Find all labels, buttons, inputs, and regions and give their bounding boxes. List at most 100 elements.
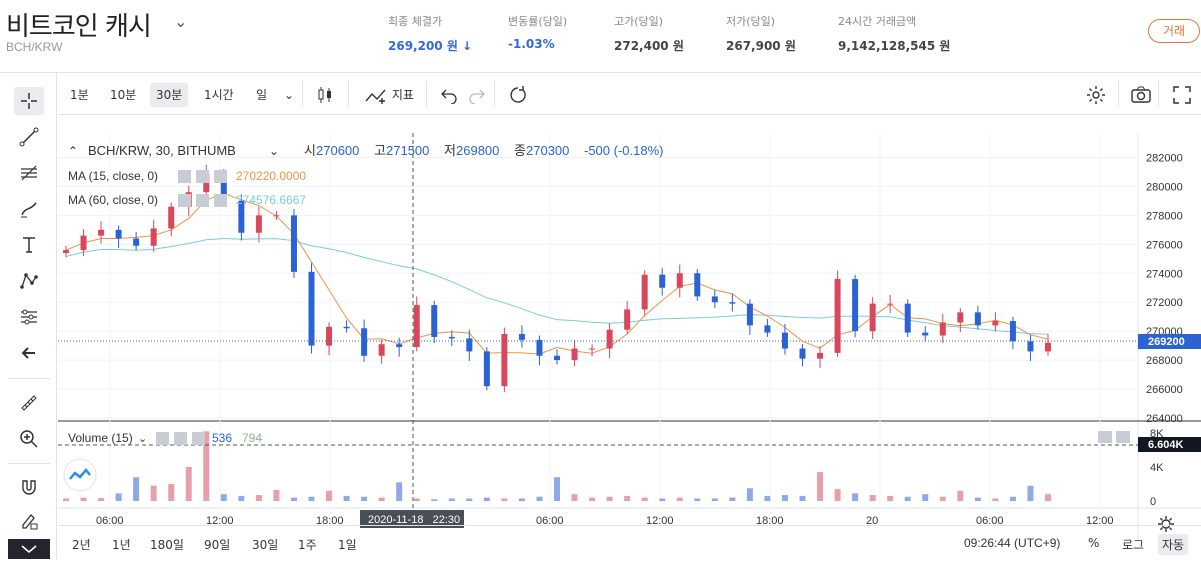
interval-1m[interactable]: 1분 <box>70 88 89 102</box>
price-tick: 278000 <box>1146 210 1183 222</box>
time-axis-gear-icon[interactable] <box>1158 516 1174 532</box>
legend-symbol: BCH/KRW, 30, BITHUMB <box>88 143 236 158</box>
chevron-down-icon[interactable]: ⌄ <box>284 88 295 102</box>
divider <box>8 463 50 464</box>
volume-bar <box>448 498 455 501</box>
lock-draw-icon[interactable] <box>14 507 44 535</box>
range-2y[interactable]: 2년 <box>72 538 91 552</box>
gear-icon[interactable] <box>1080 83 1112 107</box>
undo-icon[interactable] <box>434 83 464 107</box>
range-1w[interactable]: 1주 <box>298 538 317 552</box>
candle <box>448 336 455 339</box>
camera-icon[interactable] <box>1124 83 1158 107</box>
eye-icon[interactable] <box>178 194 191 207</box>
gear-icon[interactable] <box>196 194 209 207</box>
close-icon[interactable] <box>214 170 227 183</box>
legend-low: 269800 <box>456 143 499 158</box>
candle <box>326 326 333 346</box>
volume-bar <box>483 497 490 501</box>
trend-line-icon[interactable] <box>14 123 44 151</box>
time-tick: 12:00 <box>646 515 674 527</box>
percent-toggle[interactable]: % <box>1088 536 1100 550</box>
candle <box>922 332 929 336</box>
pane-up-icon[interactable] <box>1098 431 1112 443</box>
candle <box>98 229 105 236</box>
divider <box>8 378 50 379</box>
trade-button[interactable]: 거래 <box>1148 19 1200 43</box>
candle <box>413 305 420 348</box>
volume-bar <box>711 498 718 501</box>
candle <box>764 325 771 333</box>
crosshair-icon[interactable] <box>14 87 44 115</box>
fib-icon[interactable] <box>14 159 44 187</box>
volume-bar <box>799 495 806 501</box>
prediction-icon[interactable] <box>14 303 44 331</box>
range-180d[interactable]: 180일 <box>150 538 184 552</box>
indicators-button[interactable]: 지표 <box>358 83 420 107</box>
interval-1h[interactable]: 1시간 <box>204 88 234 102</box>
volume-label: Volume (15) <box>68 431 133 445</box>
candle <box>361 328 368 356</box>
pattern-icon[interactable] <box>14 267 44 295</box>
legend-open: 270600 <box>316 143 359 158</box>
close-icon[interactable] <box>214 194 227 207</box>
brush-icon[interactable] <box>14 195 44 223</box>
fullscreen-icon[interactable] <box>1166 83 1198 107</box>
pane-maximize-icon[interactable] <box>1116 431 1130 443</box>
ruler-icon[interactable] <box>14 389 44 417</box>
candle <box>80 235 87 251</box>
interval-30m[interactable]: 30분 <box>150 83 189 107</box>
volume-bar <box>431 499 438 501</box>
legend-close: 270300 <box>526 143 569 158</box>
refresh-icon[interactable] <box>502 83 534 107</box>
chevron-down-icon[interactable]: ⌄ <box>269 144 279 158</box>
stat-value: 267,900 원 <box>726 39 796 53</box>
tradingview-logo-icon[interactable] <box>63 458 97 492</box>
stat-value: -1.03% <box>508 37 555 51</box>
collapse-toolbar-button[interactable] <box>8 539 50 559</box>
ma60-line <box>65 237 1049 335</box>
interval-10m[interactable]: 10분 <box>110 88 137 102</box>
volume-last-label: 6.604K <box>1148 439 1184 451</box>
back-arrow-icon[interactable] <box>14 339 44 367</box>
stat-value: 272,400 원 <box>614 39 684 53</box>
eye-icon[interactable] <box>178 170 191 183</box>
candle <box>168 206 175 229</box>
range-30d[interactable]: 30일 <box>252 538 279 552</box>
gear-icon[interactable] <box>174 432 187 445</box>
candle <box>589 348 596 350</box>
chevron-down-icon[interactable]: ⌄ <box>174 14 188 31</box>
chart-toolbar: 1분 10분 30분 1시간 일 ⌄ 지표 <box>58 73 1201 115</box>
volume-bar <box>255 495 262 501</box>
candle <box>852 279 859 332</box>
price-chart[interactable]: 2820002800002780002760002740002720002700… <box>58 116 1201 559</box>
chevron-down-icon <box>21 545 37 554</box>
header: 비트코인 캐시 ⌄ BCH/KRW 최종 체결가 269,200 원 ↓ 변동률… <box>0 0 1201 72</box>
log-toggle[interactable]: 로그 <box>1122 538 1145 552</box>
zoom-in-icon[interactable] <box>14 425 44 453</box>
range-1y[interactable]: 1년 <box>112 538 131 552</box>
range-1d[interactable]: 1일 <box>338 538 357 552</box>
close-icon[interactable] <box>192 432 205 445</box>
interval-day[interactable]: 일 <box>256 88 268 102</box>
gear-icon[interactable] <box>196 170 209 183</box>
stat-label: 저가(당일) <box>726 15 776 28</box>
redo-icon[interactable] <box>462 83 492 107</box>
legend-collapse-icon[interactable]: ⌃ <box>68 144 78 158</box>
eye-icon[interactable] <box>156 432 169 445</box>
coin-name[interactable]: 비트코인 캐시 <box>6 12 152 42</box>
volume-bar <box>273 489 280 501</box>
time-tick: 12:00 <box>1086 515 1114 527</box>
candle <box>501 334 508 387</box>
ma15-line <box>65 192 1049 355</box>
stat-value: 9,142,128,545 원 <box>838 39 951 53</box>
auto-toggle[interactable]: 자동 <box>1158 534 1189 555</box>
range-90d[interactable]: 90일 <box>204 538 231 552</box>
indicators-label: 지표 <box>391 88 414 102</box>
candle <box>904 303 911 333</box>
chevron-down-icon[interactable]: ⌄ <box>138 433 147 445</box>
candle <box>220 173 227 201</box>
candle-type-icon[interactable] <box>310 83 340 107</box>
magnet-icon[interactable] <box>14 473 44 501</box>
text-icon[interactable] <box>14 231 44 259</box>
